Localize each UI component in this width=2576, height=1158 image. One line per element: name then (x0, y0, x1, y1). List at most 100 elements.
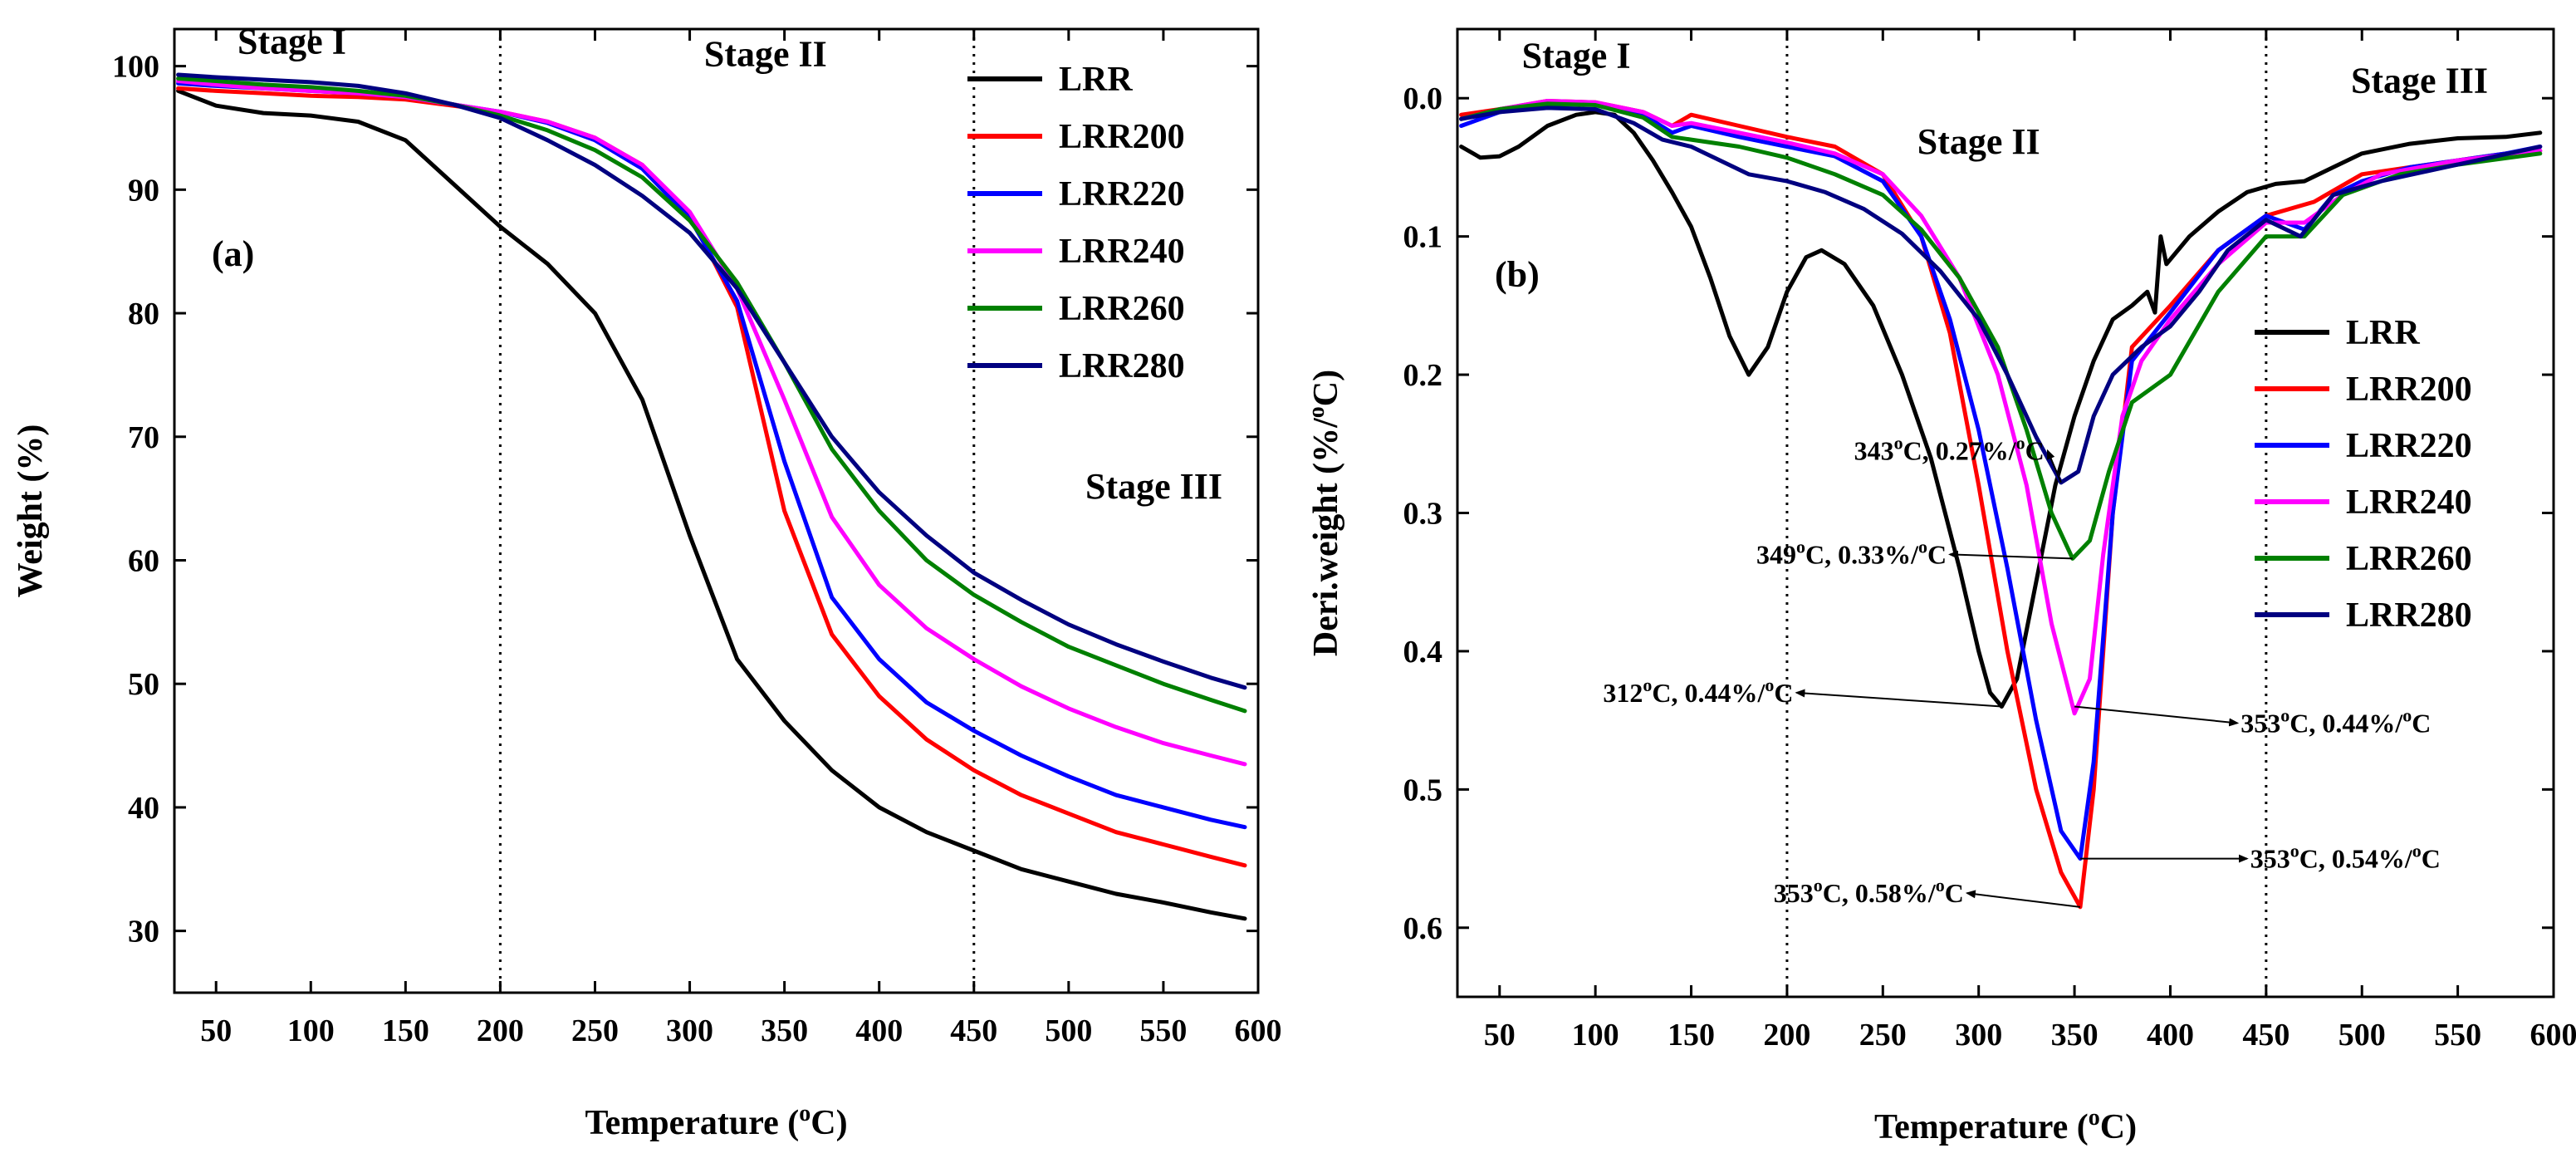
y-tick-label: 40 (128, 791, 159, 826)
x-tick-label: 450 (950, 1013, 997, 1048)
annotation-text: C, 0.58%/ (1823, 878, 1937, 908)
degree-sup: o (2089, 1105, 2100, 1131)
annotation-unit: C (2412, 708, 2431, 738)
y-tick-label: 50 (128, 667, 159, 702)
x-tick-label: 300 (666, 1013, 713, 1048)
annotation-label: 312oC, 0.44%/oC (1603, 675, 1793, 708)
x-tick-label: 100 (1572, 1018, 1619, 1053)
y-tick-label: 0.5 (1403, 773, 1443, 807)
degree-sup: o (2290, 841, 2299, 861)
y-tick-label: 70 (128, 420, 159, 455)
legend-entry: LRR240 (2346, 483, 2472, 522)
x-axis-label-part: C) (2100, 1108, 2137, 1146)
annotation-text: C, 0.33%/ (1805, 539, 1919, 569)
x-tick-label: 400 (2147, 1018, 2194, 1053)
annotation-label: 343oC, 0.27%/oC (1854, 433, 2045, 466)
stage-label: Stage II (704, 34, 827, 75)
annotation-text: C, 0.54%/ (2299, 844, 2413, 874)
degree-sup: o (1643, 675, 1652, 695)
annotation-arrow (2074, 705, 2240, 727)
annotation-label: 353oC, 0.54%/oC (2250, 841, 2441, 874)
legend-entry: LRR220 (2346, 427, 2472, 465)
x-tick-label: 150 (1668, 1018, 1715, 1053)
annotation-arrow (2046, 449, 2062, 483)
legend-entry: LRR (2346, 314, 2420, 352)
x-tick-label: 550 (1139, 1013, 1187, 1048)
x-tick-label: 150 (382, 1013, 429, 1048)
legend-entry: LRR220 (1059, 175, 1185, 213)
annotation-unit: C (1945, 878, 1964, 908)
y-tick-label: 30 (128, 915, 159, 949)
stage-label: Stage II (1917, 121, 2040, 162)
legend-entry: LRR260 (2346, 540, 2472, 578)
x-tick-label: 250 (571, 1013, 619, 1048)
x-tick-label: 350 (2051, 1018, 2099, 1053)
y-tick-label: 0.6 (1403, 911, 1443, 946)
x-tick-label: 200 (477, 1013, 524, 1048)
degree-sup: o (1304, 406, 1330, 418)
legend-entry: LRR200 (1059, 118, 1185, 156)
stage-label: Stage III (1085, 466, 1222, 507)
chart-panel-b: 50 100 150 200 250 300 350 400 450 500 550 600 0.0 0.… (1304, 27, 2576, 1146)
degree-sup: o (1765, 675, 1774, 695)
annotation-label: 353oC, 0.58%/oC (1774, 875, 1964, 908)
degree-sup: o (1796, 536, 1805, 557)
stage-label: Stage III (2351, 61, 2488, 101)
x-tick-label: 50 (200, 1013, 232, 1048)
series-line-lrr (176, 88, 1247, 921)
x-tick-label: 350 (761, 1013, 808, 1048)
x-axis-label-part: C) (811, 1104, 847, 1142)
series-line-lrr240 (1459, 99, 2543, 716)
series-line-lrr280 (176, 72, 1247, 690)
x-tick-label: 300 (1955, 1018, 2002, 1053)
legend-entry: LRR260 (1059, 290, 1185, 328)
y-axis-label: Weight (%) (12, 424, 50, 598)
annotation-value: 353 (2241, 708, 2280, 738)
x-tick-label: 500 (2338, 1018, 2386, 1053)
x-tick-label: 50 (1484, 1018, 1516, 1053)
series-line-lrr280 (1459, 105, 2543, 485)
degree-sup: o (2402, 704, 2412, 725)
series-line-lrr220 (1459, 101, 2543, 861)
x-tick-label: 550 (2434, 1018, 2481, 1053)
annotation-text: C, 0.44%/ (2290, 708, 2403, 738)
x-tick-label: 400 (855, 1013, 903, 1048)
legend-entry: LRR200 (2346, 370, 2472, 409)
legend-entry: LRR (1059, 61, 1133, 99)
annotation-unit: C (1774, 678, 1793, 708)
series-line-lrr260 (176, 76, 1247, 714)
annotation-unit: C (2422, 844, 2441, 874)
degree-sup: o (2016, 433, 2025, 454)
x-tick-label: 600 (1235, 1013, 1282, 1048)
y-tick-label: 80 (128, 297, 159, 331)
y-tick-label: 0.2 (1403, 358, 1443, 393)
plot-frame (173, 27, 1260, 994)
y-tick-label: 0.3 (1403, 497, 1443, 532)
degree-sup: o (1894, 433, 1903, 454)
x-tick-label: 250 (1859, 1018, 1907, 1053)
legend-entry: LRR280 (2346, 596, 2472, 635)
annotation-text: C, 0.44%/ (1652, 678, 1765, 708)
x-tick-label: 500 (1045, 1013, 1092, 1048)
stage-label: Stage I (1522, 36, 1631, 76)
y-tick-label: 0.0 (1403, 81, 1443, 116)
degree-sup: o (2412, 841, 2422, 861)
stage-label: Stage I (238, 22, 346, 62)
degree-sup: o (1918, 536, 1927, 557)
panel-label: (b) (1495, 254, 1540, 295)
degree-sup: o (1814, 875, 1823, 895)
y-axis-label-part: Deri.weight (%/ (1307, 417, 1345, 656)
x-tick-label: 450 (2242, 1018, 2290, 1053)
legend-entry: LRR240 (1059, 233, 1185, 271)
y-tick-label: 100 (112, 50, 159, 85)
legend: LRR LRR200 LRR220 LRR240 LRR260 LRR280 (2255, 314, 2472, 635)
x-tick-label: 200 (1763, 1018, 1810, 1053)
y-axis-label: Deri.weight (%/oC) (1304, 370, 1345, 656)
chart-panel-a: 50 100 150 200 250 300 350 400 450 500 550 600 30 40 5… (12, 22, 1282, 1142)
series-line-lrr (1459, 110, 2543, 709)
annotation-value: 353 (1774, 878, 1814, 908)
degree-sup: o (799, 1101, 811, 1126)
legend: LRR LRR200 LRR220 LRR240 LRR260 LRR280 (967, 61, 1185, 385)
y-axis-label-part: C) (1307, 370, 1345, 406)
